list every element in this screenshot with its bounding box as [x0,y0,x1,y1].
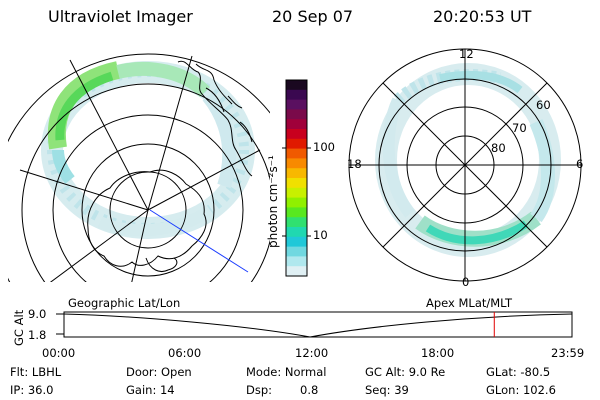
geographic-map [8,53,270,282]
colorbar-band [286,266,307,277]
altitude-plot [56,311,573,338]
colorbar-band [286,99,307,110]
time-label: 20:20:53 UT [433,7,532,26]
colorbar-band [286,119,307,130]
left-coords-label: Geographic Lat/Lon [68,296,181,310]
colorbar-band [286,217,307,228]
lat-label-70: 70 [512,121,527,135]
lat-label-60: 60 [536,98,551,112]
x-tick-2359: 23:59 [551,346,585,360]
dsp-label: Dsp: [246,383,273,397]
colorbar-band [286,187,307,199]
colorbar-band [286,138,307,150]
meridian-lines [19,55,261,282]
colorbar-tick-10: 10 [313,228,328,242]
x-tick-1800: 18:00 [421,346,455,360]
lat-label-80: 80 [491,141,506,155]
magnetic-map [348,48,582,282]
instrument-title: Ultraviolet Imager [48,7,193,26]
colorbar-tick-100: 100 [313,140,335,154]
coastlines [177,60,253,177]
x-tick-1200: 12:00 [295,346,329,360]
colorbar-band [286,89,307,101]
right-coords-label: Apex MLat/MLT [426,296,513,310]
gain-info: Gain: 14 [126,383,175,397]
mode-info: Mode: Normal [246,365,327,379]
date-label: 20 Sep 07 [272,7,354,26]
colorbar-band [286,109,307,120]
colorbar [282,79,311,277]
x-tick-0000: 00:00 [42,346,76,360]
mlt-label-12: 12 [459,47,474,61]
orbit-track [149,209,249,273]
colorbar-band [286,80,307,91]
colorbar-band [286,207,307,218]
seq-info: Seq: 39 [365,383,409,397]
ip-info: IP: 36.0 [10,383,54,397]
altitude-curve [63,313,573,338]
colorbar-band [286,256,307,267]
glat-info: GLat: -80.5 [486,365,551,379]
mlt-label-6: 6 [576,157,584,171]
colorbar-band [286,129,307,140]
gc-alt-info: GC Alt: 9.0 Re [365,365,446,379]
colorbar-band [286,148,307,159]
mlt-label-18: 18 [347,157,362,171]
latitude-circles [8,53,270,282]
aurora-emission-right [375,63,561,257]
altitude-ytick-high: 9.0 [28,307,47,321]
altitude-ylabel: GC Alt [12,309,26,346]
colorbar-unit-label: photon cm⁻²s⁻¹ [266,155,280,248]
glon-info: GLon: 102.6 [486,383,556,397]
colorbar-band [286,227,307,238]
colorbar-band [286,197,307,208]
aurora-emission-left [41,61,255,239]
door-info: Door: Open [126,365,192,379]
colorbar-band [286,168,307,179]
mlt-label-0: 0 [462,275,470,289]
colorbar-band [286,236,307,248]
x-tick-0600: 06:00 [168,346,202,360]
colorbar-band [286,246,307,257]
colorbar-band [286,178,307,189]
colorbar-band [286,158,307,169]
altitude-ytick-low: 1.8 [28,328,47,342]
filter-info: Flt: LBHL [10,365,62,379]
dsp-value: 0.8 [300,383,319,397]
antarctica-coastline [87,169,207,267]
